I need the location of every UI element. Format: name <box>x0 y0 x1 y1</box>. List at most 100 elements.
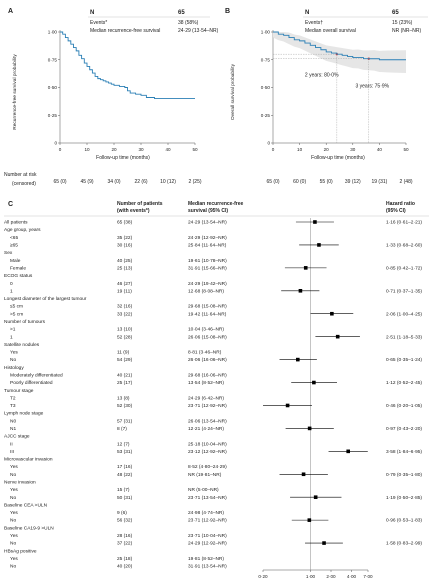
forest-row-n: 48 (22) <box>117 472 133 478</box>
col-median-line1: Median recurrence-free <box>188 201 244 207</box>
forest-row-hr: 3·58 (1·84–6·95) <box>386 449 422 455</box>
forest-row-median: 19·81 (8·52–NR) <box>188 556 224 562</box>
forest-row-n: 17 (16) <box>117 464 133 470</box>
forest-row-hr: 0·65 (0·35–1·24) <box>386 357 422 363</box>
forest-point-estimate <box>317 243 321 247</box>
forest-xtick-label: 4·00 <box>347 574 357 579</box>
forest-row-n: 25 (17) <box>117 380 133 386</box>
forest-row-hr: 1·16 (0·61–2·21) <box>386 220 422 226</box>
forest-table: All patients 65 (38) 24·29 (13·54–NR) 1·16 … <box>4 220 422 570</box>
col-median-line2: survival (95% CI) <box>188 208 228 214</box>
panel-b-xtick-label: 40 <box>377 147 383 152</box>
forest-row-label: Yes <box>10 510 18 516</box>
forest-row-hr: 0·79 (0·35–1·80) <box>386 472 422 478</box>
panel-b-ylabel: Overall survival probability <box>230 63 236 120</box>
forest-row-label: 1 <box>10 288 13 294</box>
forest-row-n: 8 (7) <box>117 426 127 432</box>
panel-a-xtick-label: 30 <box>138 147 144 152</box>
forest-row-n: 54 (29) <box>117 357 133 363</box>
forest-row-median: 8·81 (3·46–NR) <box>188 350 222 356</box>
panel-a-ytick-label: 0 <box>54 141 57 146</box>
forest-row-hr: 1·58 (0·83–2·99) <box>386 541 422 547</box>
risk-a-cell: 65 (0) <box>53 179 66 185</box>
panel-a-table: N 65 Events* 38 (58%) Median recurrence-… <box>88 10 219 34</box>
panel-a-events-label: Events* <box>90 20 107 26</box>
panel-a-xtick-label: 0 <box>59 147 62 152</box>
forest-row-n: 53 (31) <box>117 449 133 455</box>
forest-row-label: Yes <box>10 533 18 539</box>
forest-row-label: Yes <box>10 464 18 470</box>
forest-point-estimate <box>335 334 340 339</box>
forest-row-median: 26·06 (16·06–NR) <box>188 357 227 363</box>
panel-b-ytick-label: 0·25 <box>261 113 271 118</box>
forest-row-median: 24·29 (13·54–NR) <box>188 220 227 226</box>
forest-row-median: 29·68 (15·08–NR) <box>188 304 227 310</box>
forest-point-estimate <box>322 541 326 545</box>
forest-row-label: Longest diameter of the largest tumour <box>4 296 87 302</box>
forest-point-estimate <box>307 518 312 522</box>
forest-row-n: 9 (6) <box>117 510 127 516</box>
panel-a-xtick-label: 10 <box>84 147 90 152</box>
forest-row-n: 46 (27) <box>117 281 133 287</box>
forest-row-label: T2 <box>10 395 16 401</box>
forest-row-label: No <box>10 357 16 363</box>
forest-xtick-label: 7·00 <box>363 574 373 579</box>
forest-row-hr: 1·12 (0·52–2·45) <box>386 380 422 386</box>
forest-row-median: 24·29 (6·42–NR) <box>188 395 224 401</box>
forest-row-median: 25·84 (11·64–NR) <box>188 243 227 249</box>
forest-row-n: 50 (31) <box>117 495 133 501</box>
forest-row-label: HBsAg positive <box>4 548 37 554</box>
forest-row-median: 19·42 (11·64–NR) <box>188 311 227 317</box>
forest-row-median: 31·91 (13·54–NR) <box>188 564 227 570</box>
risk-b-cell: 55 (0) <box>320 179 333 185</box>
panel-b-confidence-band <box>273 32 406 73</box>
panel-a-median-value: 24·29 (13·54–NR) <box>178 28 219 34</box>
forest-row-label: Number of tumours <box>4 319 46 325</box>
panel-b-median-value: NR (NR–NR) <box>392 28 422 34</box>
forest-point-estimate <box>346 449 350 454</box>
forest-row-label: ≤5 cm <box>10 304 23 310</box>
forest-row-label: AJCC stage <box>4 434 30 440</box>
panel-a-ylabel: Recurrence-free survival probability <box>12 54 18 130</box>
panel-c-headers: Number of patients (with events*) Median… <box>4 201 429 217</box>
col-hr-line1: Hazard ratio <box>386 201 415 207</box>
forest-row-n: 33 (22) <box>117 311 133 317</box>
panel-b-survival-curve <box>273 31 406 61</box>
forest-row-n: 25 (18) <box>117 556 133 562</box>
panel-c-label: C <box>8 201 13 208</box>
panel-a-ytick-label: 1·00 <box>48 30 58 35</box>
forest-point-estimate <box>307 426 312 431</box>
forest-point-estimate <box>312 380 316 385</box>
forest-point-estimate <box>301 472 306 477</box>
forest-point-estimate <box>330 311 334 316</box>
forest-row-median: 24·29 (19·42–NR) <box>188 281 227 287</box>
forest-row-label: ≥65 <box>10 243 18 249</box>
forest-row-n: 37 (22) <box>117 541 133 547</box>
forest-plot: 0·20 1·00 2·00 4·00 7·00 <box>258 218 373 579</box>
forest-row-median: 23·71 (12·92–NR) <box>188 403 227 409</box>
forest-row-label: ECOG status <box>4 273 33 279</box>
forest-row-hr: 1·19 (0·50–2·85) <box>386 495 422 501</box>
risk-b-cell: 60 (0) <box>293 179 306 185</box>
forest-row-label: Poorly differentiated <box>10 380 53 386</box>
forest-row-n: 25 (13) <box>117 265 133 271</box>
risk-subtitle: (censored) <box>12 181 36 187</box>
forest-row-label: II <box>10 441 13 447</box>
forest-row-median: 24·98 (4·74–NR) <box>188 510 224 516</box>
forest-xtick-label: 1·00 <box>306 574 316 579</box>
panel-b-median-label: Median overall survival <box>305 28 356 34</box>
col-patients-line1: Number of patients <box>117 201 163 207</box>
forest-row-label: 0 <box>10 281 13 287</box>
forest-row-hr: 1·33 (0·68–2·60) <box>386 243 422 249</box>
panel-a-n-value: 65 <box>178 10 185 16</box>
forest-row-median: 23·71 (12·92–NR) <box>188 518 227 524</box>
panel-a-ytick-label: 0·50 <box>48 85 58 90</box>
forest-row-label: <65 <box>10 235 18 241</box>
forest-row-label: Moderately differentiated <box>10 372 63 378</box>
panel-b-events-label: Events† <box>305 20 323 26</box>
forest-row-n: 35 (22) <box>117 235 133 241</box>
risk-a-cell: 45 (9) <box>80 179 93 185</box>
panel-b-ytick-label: 0·75 <box>261 57 271 62</box>
panel-b-events-value: 15 (23%) <box>392 20 413 26</box>
